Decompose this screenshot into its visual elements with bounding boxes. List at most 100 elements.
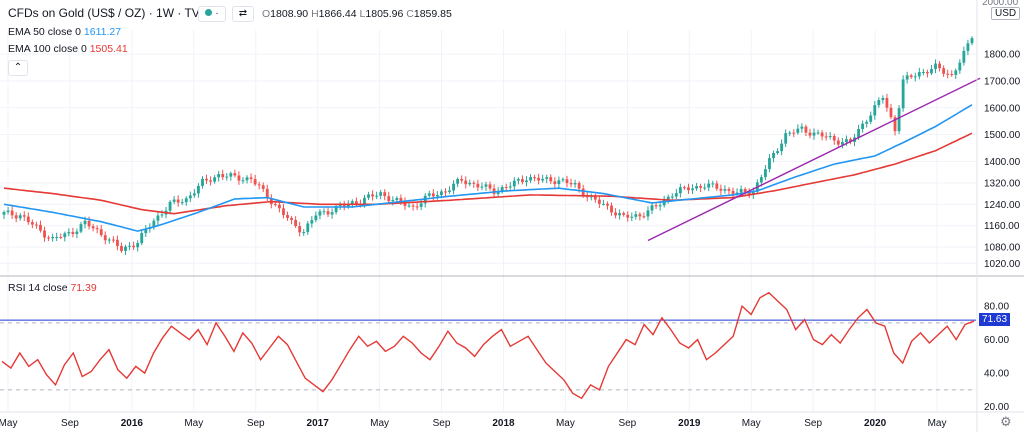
candle-body bbox=[452, 183, 455, 191]
candle-body bbox=[184, 198, 188, 203]
top-tick-partial: 2000.00 bbox=[982, 0, 1019, 8]
eye-icon: · bbox=[215, 8, 219, 19]
candle-body bbox=[804, 126, 808, 133]
candle-body bbox=[764, 169, 767, 178]
candle-body bbox=[225, 176, 229, 178]
candle-body bbox=[201, 178, 204, 186]
candle-body bbox=[602, 203, 605, 205]
candle-body bbox=[91, 226, 95, 229]
candle-body bbox=[338, 205, 342, 207]
candle-body bbox=[654, 205, 658, 207]
candle-body bbox=[51, 237, 55, 239]
candle-body bbox=[229, 173, 233, 177]
candle-body bbox=[934, 63, 937, 69]
candle-body bbox=[585, 196, 589, 198]
candle-body bbox=[958, 62, 962, 71]
ema100-value: 1505.41 bbox=[89, 43, 128, 55]
candle-body bbox=[557, 180, 561, 185]
candle-body bbox=[375, 195, 379, 197]
candle-body bbox=[593, 196, 597, 200]
candle-body bbox=[525, 180, 528, 183]
time-tick-label: May bbox=[370, 418, 389, 429]
compare-button[interactable]: ⇄ bbox=[232, 6, 254, 22]
candle-body bbox=[411, 205, 415, 207]
candle-body bbox=[350, 201, 354, 204]
candle-body bbox=[26, 216, 30, 223]
candle-body bbox=[913, 76, 917, 78]
candle-body bbox=[249, 177, 253, 180]
candle-body bbox=[241, 180, 245, 182]
candle-body bbox=[541, 178, 545, 181]
candle-body bbox=[703, 187, 707, 189]
rsi-band bbox=[0, 319, 976, 391]
visibility-toggle[interactable]: · bbox=[198, 6, 226, 22]
candle-body bbox=[79, 224, 83, 232]
candle-body bbox=[468, 182, 472, 185]
candle-body bbox=[116, 239, 119, 247]
candle-body bbox=[6, 210, 10, 213]
time-tick-label: 2019 bbox=[678, 418, 701, 429]
candle-body bbox=[800, 126, 804, 129]
candle-body bbox=[751, 191, 755, 195]
rsi-legend[interactable]: RSI 14 close 71.39 bbox=[8, 282, 97, 294]
candle-body bbox=[869, 115, 873, 122]
candle-body bbox=[970, 38, 974, 44]
candle-body bbox=[14, 215, 18, 219]
candle-body bbox=[606, 203, 609, 206]
candle-body bbox=[47, 237, 50, 239]
candle-body bbox=[877, 100, 881, 106]
candle-body bbox=[265, 188, 269, 199]
candle-body bbox=[294, 219, 298, 227]
candle-body bbox=[217, 174, 221, 178]
candle-body bbox=[946, 73, 950, 75]
time-tick-label: Sep bbox=[618, 418, 636, 429]
candle-body bbox=[699, 186, 703, 188]
ema50-legend[interactable]: EMA 50 close 0 1611.27 bbox=[8, 26, 121, 38]
candle-body bbox=[832, 136, 836, 141]
candle-body bbox=[160, 214, 164, 216]
candle-body bbox=[103, 235, 107, 241]
rsi-tick-label: 80.00 bbox=[984, 302, 1009, 313]
rsi-tick-label: 60.00 bbox=[984, 335, 1009, 346]
low-value: 1805.96 bbox=[365, 8, 404, 20]
price-tick-label: 1800.00 bbox=[984, 50, 1021, 61]
candle-body bbox=[650, 205, 654, 211]
candle-body bbox=[723, 189, 727, 191]
ema100-legend[interactable]: EMA 100 close 0 1505.41 bbox=[8, 43, 128, 55]
currency-button[interactable]: USD bbox=[991, 7, 1021, 20]
collapse-legend-button[interactable]: ⌃ bbox=[8, 60, 28, 76]
candle-body bbox=[622, 213, 626, 215]
candle-body bbox=[43, 230, 46, 238]
close-label: C bbox=[406, 8, 414, 20]
candle-body bbox=[788, 132, 792, 134]
candle-body bbox=[484, 184, 488, 187]
candle-body bbox=[508, 186, 512, 188]
candle-body bbox=[573, 183, 577, 185]
candle-body bbox=[577, 183, 581, 189]
candle-body bbox=[35, 224, 38, 226]
rsi-level-badge: 71.63 bbox=[979, 313, 1011, 327]
candle-body bbox=[132, 245, 136, 248]
status-dot-icon bbox=[205, 9, 213, 16]
candle-body bbox=[889, 107, 893, 118]
candle-body bbox=[909, 75, 913, 78]
candle-body bbox=[282, 208, 285, 216]
candle-body bbox=[662, 199, 666, 206]
candle-body bbox=[881, 97, 885, 101]
candle-body bbox=[735, 192, 739, 195]
ema100-line bbox=[3, 132, 973, 215]
candle-body bbox=[488, 184, 492, 189]
time-tick-label: 2016 bbox=[121, 418, 144, 429]
gear-icon[interactable]: ⚙ bbox=[1000, 414, 1012, 429]
candle-body bbox=[290, 217, 293, 220]
candle-body bbox=[83, 220, 87, 225]
time-tick-label: 2020 bbox=[864, 418, 887, 429]
candle-body bbox=[569, 182, 573, 185]
candle-body bbox=[322, 211, 326, 213]
candle-body bbox=[197, 185, 200, 194]
candle-body bbox=[739, 189, 743, 193]
candle-body bbox=[472, 182, 476, 184]
candle-body bbox=[480, 186, 484, 188]
